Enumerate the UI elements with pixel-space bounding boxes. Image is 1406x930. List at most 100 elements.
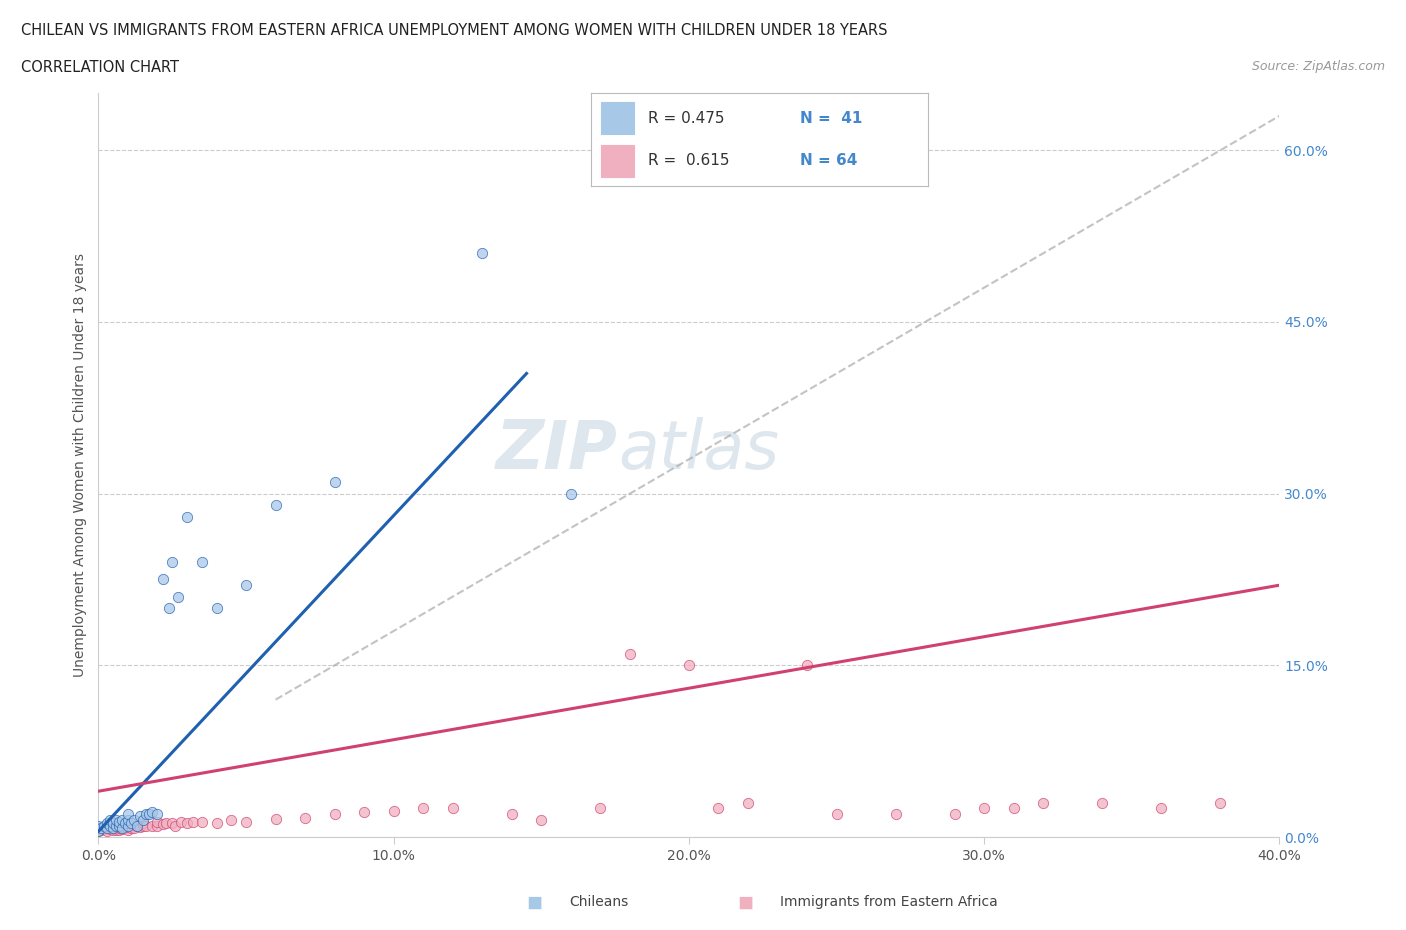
Text: R =  0.615: R = 0.615: [648, 153, 730, 168]
Point: [619, 646, 641, 661]
Point: [825, 806, 848, 821]
Point: [117, 823, 139, 838]
Point: [884, 806, 907, 821]
Text: ◼: ◼: [737, 893, 754, 911]
Point: [155, 816, 177, 830]
Point: [105, 813, 128, 828]
Point: [108, 820, 131, 835]
Point: [103, 816, 125, 830]
Text: CHILEAN VS IMMIGRANTS FROM EASTERN AFRICA UNEMPLOYMENT AMONG WOMEN WITH CHILDREN: CHILEAN VS IMMIGRANTS FROM EASTERN AFRIC…: [21, 23, 887, 38]
Point: [737, 795, 759, 810]
Point: [1091, 795, 1114, 810]
Point: [205, 816, 228, 830]
Point: [1150, 801, 1173, 816]
Point: [471, 246, 494, 260]
Point: [1002, 801, 1025, 816]
Point: [1209, 795, 1232, 810]
Point: [87, 824, 110, 839]
Point: [96, 820, 118, 835]
Point: [122, 813, 145, 828]
Point: [117, 818, 139, 833]
Point: [323, 806, 346, 821]
Point: [152, 817, 174, 831]
Point: [111, 821, 134, 836]
Point: [114, 820, 136, 835]
Point: [181, 815, 204, 830]
Point: [678, 658, 700, 672]
Point: [87, 820, 110, 835]
Point: [117, 806, 139, 821]
Y-axis label: Unemployment Among Women with Children Under 18 years: Unemployment Among Women with Children U…: [73, 253, 87, 677]
Point: [205, 601, 228, 616]
Point: [103, 820, 125, 835]
Point: [108, 818, 131, 833]
Point: [87, 818, 110, 833]
Point: [146, 806, 169, 821]
Bar: [600, 102, 634, 134]
Point: [114, 816, 136, 830]
Point: [973, 801, 995, 816]
Point: [146, 815, 169, 830]
Point: [796, 658, 818, 672]
Point: [943, 806, 966, 821]
Point: [96, 816, 118, 830]
Point: [120, 820, 142, 835]
Point: [191, 815, 214, 830]
Point: [135, 806, 157, 821]
Point: [135, 818, 157, 833]
Point: [219, 813, 242, 828]
Point: [146, 818, 169, 833]
Point: [235, 578, 257, 592]
Point: [132, 813, 155, 828]
Point: [353, 804, 375, 819]
Point: [141, 818, 163, 833]
Point: [103, 820, 125, 835]
Point: [117, 819, 139, 834]
Point: [235, 815, 257, 830]
Point: [105, 819, 128, 834]
Point: [98, 821, 121, 836]
Point: [125, 818, 148, 833]
Point: [132, 816, 155, 830]
Point: [90, 820, 112, 835]
Point: [122, 820, 145, 835]
Point: [111, 818, 134, 833]
Text: Chileans: Chileans: [569, 895, 628, 910]
Point: [98, 813, 121, 828]
Text: atlas: atlas: [619, 418, 779, 483]
Point: [176, 509, 198, 524]
Text: ZIP: ZIP: [496, 418, 619, 483]
Point: [162, 816, 183, 830]
Point: [170, 815, 193, 830]
Point: [264, 811, 287, 826]
Point: [176, 816, 198, 830]
Point: [120, 816, 142, 830]
Point: [87, 824, 110, 839]
Point: [117, 813, 139, 828]
Text: R = 0.475: R = 0.475: [648, 111, 724, 126]
Text: N = 64: N = 64: [800, 153, 858, 168]
Text: Source: ZipAtlas.com: Source: ZipAtlas.com: [1251, 60, 1385, 73]
Text: Immigrants from Eastern Africa: Immigrants from Eastern Africa: [780, 895, 998, 910]
Point: [167, 590, 190, 604]
Point: [98, 818, 121, 833]
Text: N =  41: N = 41: [800, 111, 862, 126]
Point: [191, 555, 214, 570]
Point: [138, 806, 160, 821]
Point: [501, 806, 523, 821]
Point: [141, 804, 163, 819]
Point: [98, 818, 121, 833]
Point: [165, 818, 187, 833]
Point: [132, 818, 155, 833]
Point: [294, 810, 316, 825]
Point: [530, 813, 553, 828]
Point: [323, 474, 346, 489]
Point: [111, 820, 134, 835]
Point: [105, 823, 128, 838]
Point: [1032, 795, 1054, 810]
Point: [105, 818, 128, 833]
Point: [412, 801, 434, 816]
Point: [157, 601, 180, 616]
Point: [108, 815, 131, 830]
Point: [125, 818, 148, 833]
